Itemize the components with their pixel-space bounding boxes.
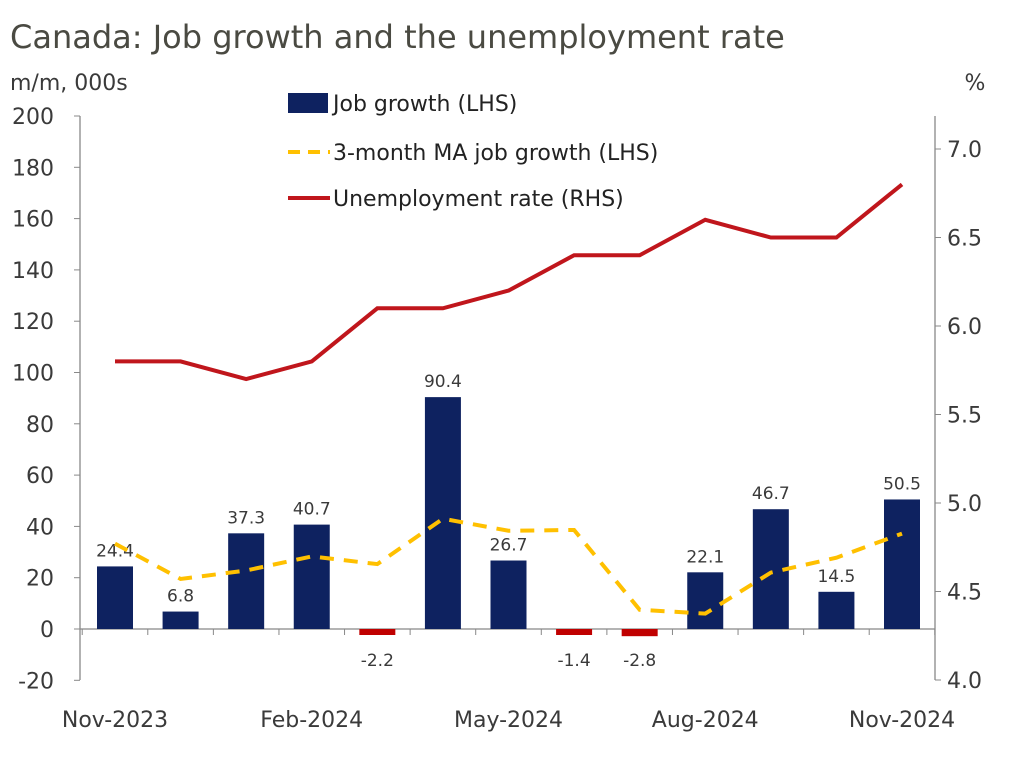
bar <box>97 566 133 629</box>
data-label: -2.2 <box>361 651 394 671</box>
bar <box>621 629 658 637</box>
bar <box>884 499 920 629</box>
x-tick-label: Nov-2023 <box>62 708 168 733</box>
right-axis-label: % <box>965 71 986 96</box>
legend-label: 3-month MA job growth (LHS) <box>333 141 658 166</box>
bar <box>424 397 461 629</box>
data-label: -1.4 <box>557 651 590 671</box>
left-tick-label: 40 <box>26 515 54 540</box>
bar <box>228 533 265 629</box>
legend-label: Job growth (LHS) <box>331 92 517 117</box>
right-tick-label: 5.5 <box>947 404 982 429</box>
bar <box>359 629 396 635</box>
left-tick-label: 20 <box>26 567 54 592</box>
data-label: 24.4 <box>96 541 134 561</box>
data-label: 6.8 <box>167 587 194 607</box>
bar <box>162 611 199 629</box>
left-tick-label: 180 <box>12 156 54 181</box>
data-label: 26.7 <box>490 536 528 556</box>
left-tick-label: 60 <box>26 464 54 489</box>
x-tick-label: Feb-2024 <box>260 708 363 733</box>
bar <box>556 629 593 635</box>
left-tick-label: 80 <box>26 413 54 438</box>
data-label: 90.4 <box>424 372 462 392</box>
right-tick-label: 5.0 <box>947 492 982 517</box>
ma-line <box>114 516 903 616</box>
bar <box>293 524 330 629</box>
unemployment-line <box>115 182 904 382</box>
left-tick-label: 0 <box>40 618 54 643</box>
legend-swatch-job-growth <box>288 93 328 113</box>
left-axis-label: m/m, 000s <box>10 71 128 96</box>
data-label: 37.3 <box>227 508 265 528</box>
left-tick-label: 120 <box>12 310 54 335</box>
data-label: -2.8 <box>623 651 656 671</box>
left-tick-label: 200 <box>12 105 54 130</box>
data-label: 40.7 <box>293 500 331 520</box>
data-label: 14.5 <box>817 567 855 587</box>
x-tick-label: Nov-2024 <box>849 708 955 733</box>
data-label: 22.1 <box>686 547 724 567</box>
right-tick-label: 7.0 <box>947 138 982 163</box>
bar <box>490 560 527 629</box>
x-tick-label: Aug-2024 <box>652 708 759 733</box>
right-tick-label: 4.5 <box>947 581 982 606</box>
bar <box>687 572 724 629</box>
legend-label: Unemployment rate (RHS) <box>333 187 624 212</box>
bar <box>818 591 855 629</box>
chart-title: Canada: Job growth and the unemployment … <box>10 18 785 56</box>
right-tick-label: 6.5 <box>947 227 982 252</box>
right-tick-label: 4.0 <box>947 669 982 694</box>
x-tick-label: May-2024 <box>454 708 563 733</box>
data-label: 46.7 <box>752 484 790 504</box>
left-tick-label: -20 <box>18 669 54 694</box>
left-tick-label: 100 <box>12 362 54 387</box>
data-label: 50.5 <box>883 474 921 494</box>
left-tick-label: 160 <box>12 208 54 233</box>
right-tick-label: 6.0 <box>947 315 982 340</box>
left-tick-label: 140 <box>12 259 54 284</box>
